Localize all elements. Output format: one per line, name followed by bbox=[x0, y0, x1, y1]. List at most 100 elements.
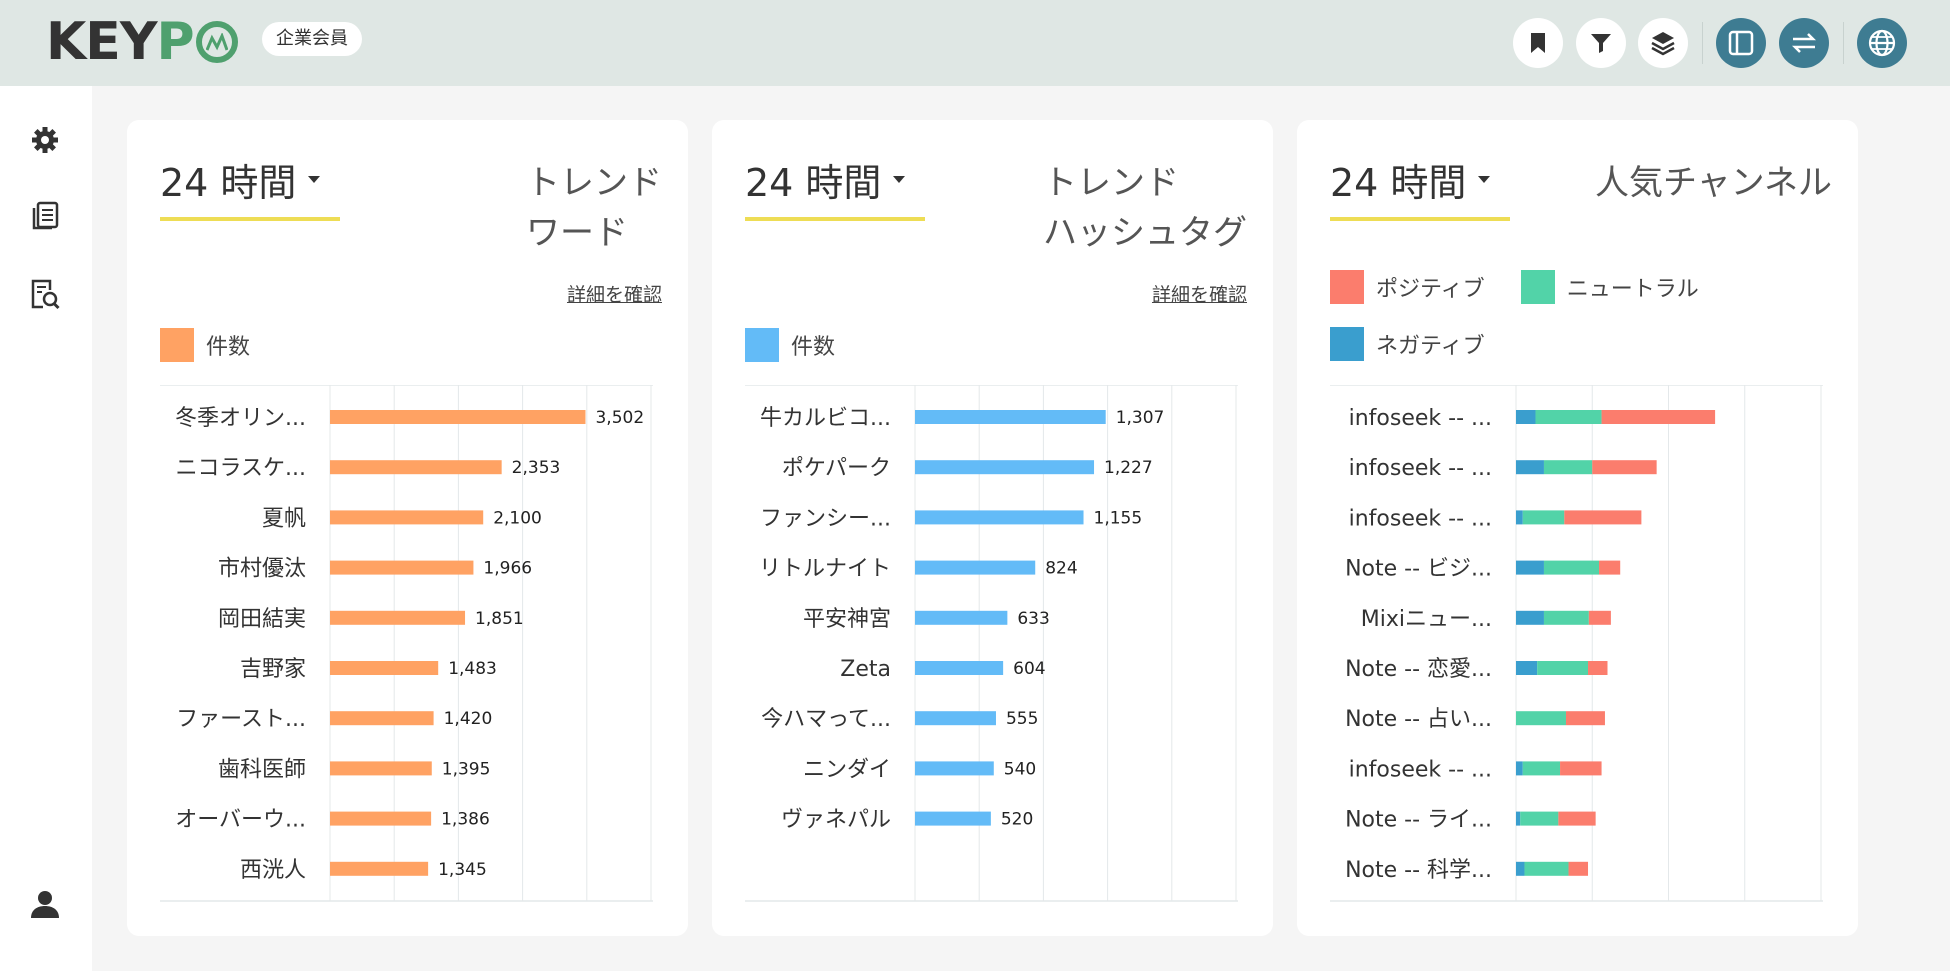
bar-segment bbox=[1516, 610, 1544, 625]
swap-icon bbox=[1791, 33, 1817, 53]
bar bbox=[330, 861, 429, 876]
trend-words-chart: 冬季オリン... 3,502 ニコラスケ... 2,353 夏帆 2,100 市村優汰 1,9… bbox=[160, 385, 655, 905]
category-label: ポケパーク bbox=[782, 456, 891, 481]
report-search-icon bbox=[31, 279, 60, 310]
chart-svg: 冬季オリン... 3,502 ニコラスケ... 2,353 夏帆 2,100 市村優汰 1,9… bbox=[160, 385, 653, 902]
bar-value-label: 1,851 bbox=[475, 609, 524, 629]
bar-segment bbox=[1535, 410, 1602, 424]
caret-down-icon bbox=[1478, 176, 1491, 183]
category-label: infoseek -- ... bbox=[1349, 757, 1492, 782]
bar-segment bbox=[1516, 410, 1536, 424]
chart-svg: infoseek -- ... infoseek -- ... infoseek -… bbox=[1330, 385, 1823, 902]
bookmark-icon bbox=[1531, 33, 1545, 53]
bar bbox=[915, 460, 1095, 475]
period-selector[interactable]: 24 時間 bbox=[1330, 152, 1510, 221]
chart-legend: 件数 bbox=[745, 328, 871, 362]
bar-value-label: 1,420 bbox=[444, 709, 493, 729]
bar-segment bbox=[1601, 410, 1716, 424]
legend-item-negative: ネガティブ bbox=[1330, 327, 1485, 361]
category-label: ヴァネパル bbox=[781, 808, 891, 833]
chart-svg: 牛カルビコ... 1,307 ポケパーク 1,227 ファンシー... 1,155 リトルナ… bbox=[745, 385, 1238, 902]
bar-value-label: 1,155 bbox=[1094, 508, 1143, 528]
period-selector[interactable]: 24 時間 bbox=[160, 152, 340, 221]
layers-icon bbox=[1651, 32, 1675, 56]
popular-channels-chart: infoseek -- ... infoseek -- ... infoseek -… bbox=[1330, 385, 1825, 905]
bar-value-label: 540 bbox=[1004, 759, 1036, 779]
bar-value-label: 1,386 bbox=[441, 810, 490, 830]
bar bbox=[915, 510, 1084, 525]
sidebar-item-documents[interactable] bbox=[27, 198, 63, 234]
bar-value-label: 824 bbox=[1045, 559, 1077, 579]
bar-segment bbox=[1564, 510, 1642, 525]
sidebar bbox=[0, 86, 92, 971]
bar-value-label: 2,100 bbox=[493, 508, 542, 528]
bar bbox=[330, 460, 502, 475]
bar-segment bbox=[1560, 761, 1602, 776]
user-icon bbox=[31, 891, 59, 918]
period-label: 24 時間 bbox=[745, 161, 882, 205]
category-label: infoseek -- ... bbox=[1349, 456, 1492, 481]
legend-item: 件数 bbox=[745, 328, 835, 362]
bar-segment bbox=[1516, 861, 1525, 876]
bar bbox=[330, 661, 439, 675]
bar-segment bbox=[1516, 811, 1521, 826]
category-label: infoseek -- ... bbox=[1349, 506, 1492, 531]
bar bbox=[330, 510, 484, 525]
member-badge: 企業会員 bbox=[262, 22, 362, 56]
category-label: Zeta bbox=[840, 657, 891, 682]
legend-label: ニュートラル bbox=[1566, 277, 1699, 302]
bar-segment bbox=[1543, 560, 1600, 575]
logo-text: KEYP bbox=[46, 12, 195, 72]
bar bbox=[915, 711, 996, 726]
header-divider bbox=[1843, 22, 1844, 64]
legend-swatch bbox=[1330, 327, 1364, 361]
sidebar-item-settings[interactable] bbox=[27, 122, 63, 158]
layers-button[interactable] bbox=[1638, 18, 1688, 68]
bar bbox=[330, 761, 432, 776]
bar-segment bbox=[1588, 610, 1611, 625]
category-label: オーバーウ... bbox=[175, 808, 306, 833]
period-selector[interactable]: 24 時間 bbox=[745, 152, 925, 221]
bar-segment bbox=[1516, 560, 1544, 575]
category-label: 吉野家 bbox=[240, 657, 306, 682]
keypo-logo[interactable]: KEYP bbox=[46, 16, 238, 68]
legend-swatch bbox=[745, 328, 779, 362]
bar-value-label: 1,966 bbox=[483, 559, 532, 579]
language-button[interactable] bbox=[1857, 18, 1907, 68]
bar-segment bbox=[1516, 510, 1523, 525]
category-label: Note -- 科学... bbox=[1345, 858, 1492, 883]
legend-item-neutral: ニュートラル bbox=[1520, 270, 1699, 304]
detail-link[interactable]: 詳細を確認 bbox=[566, 284, 662, 306]
sidebar-item-user[interactable] bbox=[27, 886, 63, 922]
detail-link[interactable]: 詳細を確認 bbox=[1151, 284, 1247, 306]
bar bbox=[915, 560, 1036, 575]
category-label: 夏帆 bbox=[262, 506, 306, 531]
chart-legend: ポジティブ ニュートラル bbox=[1330, 270, 1735, 304]
category-label: ニコラスケ... bbox=[175, 456, 306, 481]
sidebar-item-report-search[interactable] bbox=[27, 276, 63, 312]
filter-button[interactable] bbox=[1576, 18, 1626, 68]
category-label: Note -- ビジ... bbox=[1345, 557, 1492, 582]
caret-down-icon bbox=[893, 176, 906, 183]
trend-words-panel: 24 時間 トレンド ワード 詳細を確認 件数 冬季オリン... 3,502 ニコラ… bbox=[127, 120, 688, 936]
caret-down-icon bbox=[308, 176, 321, 183]
legend-swatch bbox=[1330, 270, 1364, 304]
trend-hashtags-chart: 牛カルビコ... 1,307 ポケパーク 1,227 ファンシー... 1,155 リトルナ… bbox=[745, 385, 1240, 905]
bar bbox=[330, 410, 586, 424]
trend-hashtags-panel: 24 時間 トレンド ハッシュタグ 詳細を確認 件数 牛カルビコ... 1,307… bbox=[712, 120, 1273, 936]
bar bbox=[915, 410, 1106, 424]
bookmark-button[interactable] bbox=[1513, 18, 1563, 68]
bar-segment bbox=[1516, 761, 1523, 776]
filter-icon bbox=[1591, 34, 1611, 53]
documents-icon bbox=[32, 201, 59, 230]
category-label: ファンシー... bbox=[760, 506, 891, 531]
sidebar-toggle-icon bbox=[1728, 30, 1754, 56]
legend-item: 件数 bbox=[160, 328, 250, 362]
period-label: 24 時間 bbox=[1330, 161, 1467, 205]
bar-segment bbox=[1543, 460, 1593, 475]
bar-value-label: 1,307 bbox=[1116, 408, 1165, 428]
legend-label: ポジティブ bbox=[1376, 277, 1485, 302]
swap-button[interactable] bbox=[1779, 18, 1829, 68]
category-label: 牛カルビコ... bbox=[760, 406, 891, 431]
sidebar-toggle-button[interactable] bbox=[1716, 18, 1766, 68]
